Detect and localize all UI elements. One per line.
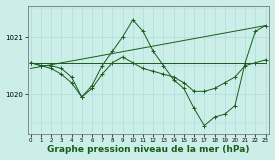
X-axis label: Graphe pression niveau de la mer (hPa): Graphe pression niveau de la mer (hPa) <box>47 145 249 154</box>
